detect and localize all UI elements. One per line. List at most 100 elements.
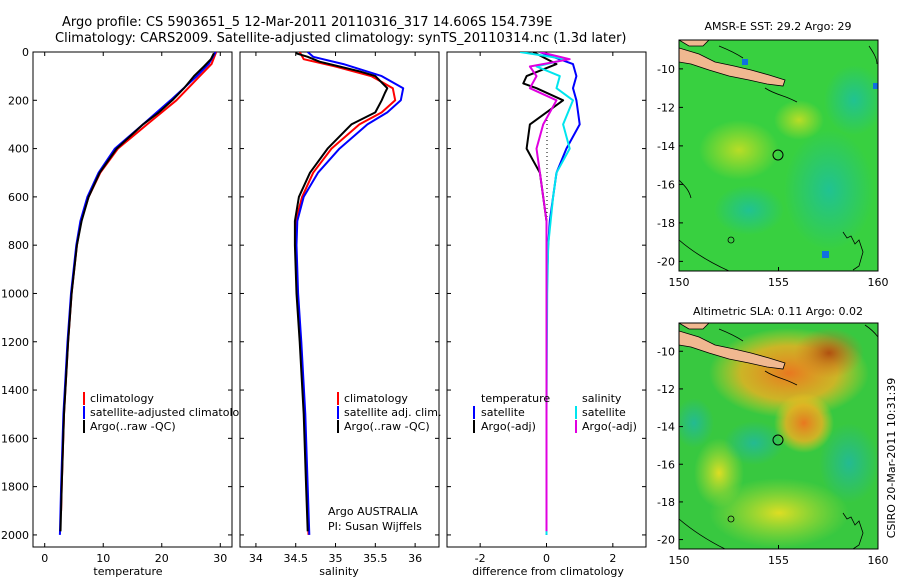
legend-label-satellite: satellite-adjusted climatology xyxy=(90,406,253,419)
y-tick-label: -14 xyxy=(657,421,675,434)
y-tick-label: 0 xyxy=(22,46,29,59)
y-tick-label: 1400 xyxy=(1,384,29,397)
salinity-legend: climatology satellite adj. clim. Argo(..… xyxy=(337,392,441,433)
coastline-contour xyxy=(718,328,744,342)
x-tick-label: 35 xyxy=(329,552,343,565)
y-tick-label: 1600 xyxy=(1,432,29,445)
coastline-contour xyxy=(764,370,798,386)
sst-warm-patch xyxy=(774,100,824,140)
land-coastline xyxy=(679,40,710,47)
legend-label-climatology: climatology xyxy=(90,392,154,405)
legend-title-temperature: temperature xyxy=(481,392,550,405)
y-tick-label: -20 xyxy=(657,255,675,268)
y-tick-label: -16 xyxy=(657,458,675,471)
y-tick-label: -16 xyxy=(657,178,675,191)
series-line-salinity-argo-adj xyxy=(528,52,571,532)
sla-low-patch xyxy=(724,421,784,465)
sla-high-patch xyxy=(794,328,864,378)
sst-map-title: AMSR-E SST: 29.2 Argo: 29 xyxy=(704,20,851,33)
coastline-contour xyxy=(718,45,744,59)
legend-label-argo: Argo(..raw -QC) xyxy=(344,420,430,433)
coastline-contour xyxy=(679,239,730,271)
sst-missing-pixel xyxy=(822,251,829,258)
x-tick-label: 34.5 xyxy=(283,552,308,565)
reef-contour xyxy=(842,231,864,271)
sla-low-patch xyxy=(679,398,714,448)
legend-label-salinity-argo: Argo(-adj) xyxy=(582,420,637,433)
x-tick-label: 160 xyxy=(868,276,889,289)
x-tick-label: 2 xyxy=(609,552,616,565)
legend-label-satellite: satellite adj. clim. xyxy=(344,406,441,419)
sla-map-title: Altimetric SLA: 0.11 Argo: 0.02 xyxy=(693,305,863,318)
x-tick-label: 155 xyxy=(768,554,789,567)
legend-label-temperature-argo: Argo(-adj) xyxy=(481,420,536,433)
x-tick-label: 160 xyxy=(868,554,889,567)
coastline-contour xyxy=(764,87,798,103)
reef-contour xyxy=(679,179,692,199)
salinity-panel: 34 34.5 35 35.5 36 climatology satellite adj… xyxy=(239,51,441,578)
legend-label-climatology: climatology xyxy=(344,392,408,405)
sst-warm-patch xyxy=(699,120,779,180)
y-tick-label: -12 xyxy=(657,101,675,114)
argo-location-marker xyxy=(772,434,784,446)
salinity-axes-box xyxy=(239,51,440,548)
x-tick-label: 30 xyxy=(213,552,227,565)
sst-map-field xyxy=(679,40,878,271)
x-tick-label: 150 xyxy=(669,554,690,567)
y-tick-label: -14 xyxy=(657,140,675,153)
x-tick-label: 10 xyxy=(96,552,110,565)
sst-map-panel: AMSR-E SST: 29.2 Argo: 29 150 155 160 -10 -1… xyxy=(657,20,888,289)
argo-location-marker xyxy=(772,149,784,161)
series-line-satellite-adj-clim xyxy=(295,52,405,535)
coastline-contour xyxy=(679,518,726,549)
sst-cool-patch xyxy=(784,130,874,250)
x-tick-label: 0 xyxy=(543,552,550,565)
y-tick-label: 1800 xyxy=(1,481,29,494)
y-tick-label: 1000 xyxy=(1,287,29,300)
legend-title-salinity: salinity xyxy=(582,392,622,405)
figure-title-line2: Climatology: CARS2009. Satellite-adjuste… xyxy=(55,31,627,46)
x-tick-label: 34 xyxy=(249,552,263,565)
sla-low-patch xyxy=(819,423,878,503)
land-coastline xyxy=(679,47,786,87)
land-coastline xyxy=(679,323,710,330)
y-tick-label: 600 xyxy=(8,191,29,204)
y-tick-label: 1200 xyxy=(1,336,29,349)
y-tick-label: -12 xyxy=(657,383,675,396)
salinity-xlabel: salinity xyxy=(319,565,359,578)
difference-legend: temperature satellite Argo(-adj) salinit… xyxy=(473,392,637,433)
reef-contour xyxy=(727,515,735,523)
reef-contour xyxy=(842,512,864,549)
reef-contour xyxy=(727,236,735,244)
figure-title-line1: Argo profile: CS 5903651_5 12-Mar-2011 2… xyxy=(62,15,552,30)
y-tick-label: -10 xyxy=(657,345,675,358)
sst-cool-patch xyxy=(824,65,878,135)
x-tick-label: 35.5 xyxy=(363,552,388,565)
coastline-contour xyxy=(864,324,878,338)
sst-missing-pixel xyxy=(742,59,748,65)
y-tick-label: 400 xyxy=(8,143,29,156)
temperature-xlabel: temperature xyxy=(93,565,162,578)
y-tick-label: -18 xyxy=(657,496,675,509)
temperature-legend: climatology satellite-adjusted climatolo… xyxy=(83,392,253,433)
x-tick-label: 36 xyxy=(408,552,422,565)
coastline-contour xyxy=(868,45,878,65)
pi-annotation: PI: Susan Wijffels xyxy=(328,520,422,533)
series-line-argo-raw-qc xyxy=(59,52,215,532)
x-tick-label: 155 xyxy=(768,276,789,289)
y-tick-label: -20 xyxy=(657,534,675,547)
legend-label-argo: Argo(..raw -QC) xyxy=(90,420,176,433)
series-line-argo-raw-qc xyxy=(293,52,389,532)
temperature-panel: 0 200 400 600 800 1000 1200 1400 1600 1800 2000 0 10… xyxy=(1,46,253,578)
timestamp-stamp: CSIRO 20-Mar-2011 10:31:39 xyxy=(885,378,898,539)
y-tick-label: 2000 xyxy=(1,529,29,542)
legend-label-temperature-satellite: satellite xyxy=(481,406,525,419)
sla-map-panel: Altimetric SLA: 0.11 Argo: 0.02 150 155 16… xyxy=(657,305,888,567)
difference-xlabel: difference from climatology xyxy=(472,565,624,578)
x-tick-label: 0 xyxy=(41,552,48,565)
legend-label-salinity-satellite: satellite xyxy=(582,406,626,419)
x-tick-label: 20 xyxy=(155,552,169,565)
x-tick-label: -2 xyxy=(475,552,486,565)
sla-map-field xyxy=(679,323,878,549)
